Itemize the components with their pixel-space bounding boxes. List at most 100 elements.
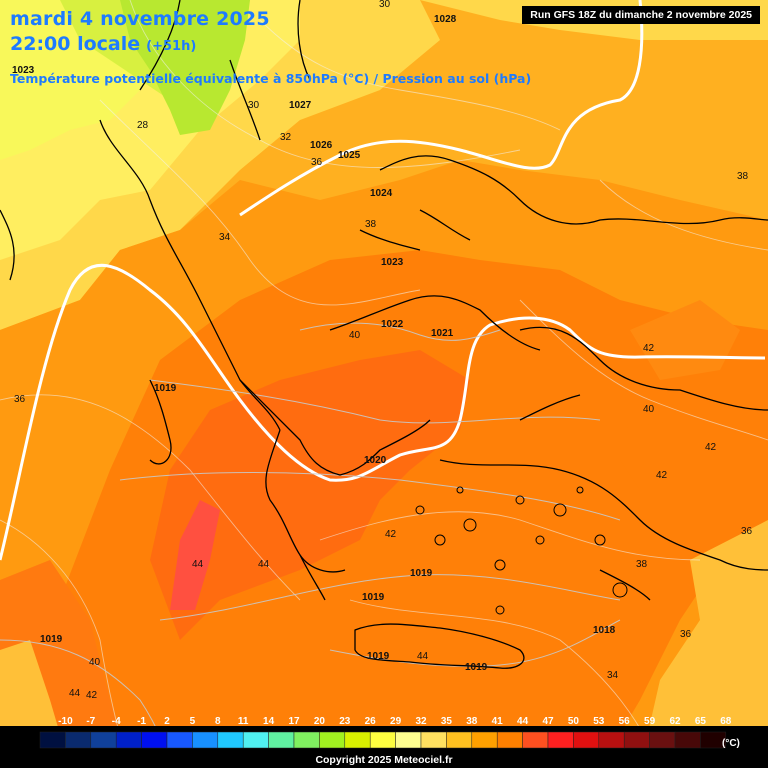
- pressure-label: 1026: [310, 140, 333, 151]
- hot-spot-ionian: [170, 500, 220, 610]
- legend-tick-label: 23: [339, 716, 351, 727]
- legend-tick-label: 50: [568, 716, 580, 727]
- legend-tick-label: 8: [215, 716, 221, 727]
- theta-e-label: 36: [680, 629, 692, 640]
- legend-swatch: [319, 731, 346, 749]
- legend-tick-label: 5: [190, 716, 196, 727]
- legend-tick-label: 47: [542, 716, 554, 727]
- theta-e-label: 36: [741, 526, 753, 537]
- legend-tick-label: -1: [137, 716, 146, 727]
- legend-swatch: [623, 731, 650, 749]
- pressure-label: 1019: [40, 634, 63, 645]
- legend-tick-label: 44: [517, 716, 529, 727]
- legend-swatch: [242, 731, 269, 749]
- pressure-label: 1025: [338, 150, 361, 161]
- islands: [415, 486, 628, 615]
- theta-e-label: 40: [349, 330, 361, 341]
- legend-swatch: [90, 731, 117, 749]
- theta-e-label: 30: [379, 0, 391, 10]
- forecast-lead-time: (+51h): [146, 39, 197, 54]
- legend-tick-label: 26: [365, 716, 377, 727]
- forecast-local-time: 22:00 locale: [10, 33, 141, 55]
- theta-e-label: 34: [219, 232, 231, 243]
- theta-e-label: 30: [248, 100, 260, 111]
- legend-swatch: [547, 731, 574, 749]
- theta-e-label: 42: [705, 442, 717, 453]
- pressure-label: 1023: [381, 257, 404, 268]
- theta-e-label: 36: [311, 157, 323, 168]
- legend-swatch: [115, 731, 142, 749]
- theta-e-label: 36: [14, 394, 26, 405]
- legend-swatch: [522, 731, 549, 749]
- warm-core-region: [150, 350, 470, 640]
- parameter-title: Température potentielle équivalente à 85…: [10, 71, 532, 86]
- theta-e-label: 38: [636, 559, 648, 570]
- theta-e-label: 44: [69, 688, 81, 699]
- theta-e-label: 32: [280, 132, 292, 143]
- pressure-label: 1024: [370, 188, 393, 199]
- isobars-major: [0, 0, 766, 561]
- pressure-label: 1019: [465, 662, 488, 673]
- theta-e-label: 40: [89, 657, 101, 668]
- legend-swatch: [141, 731, 168, 749]
- legend-swatch: [39, 731, 66, 749]
- pressure-label: 1021: [431, 328, 454, 339]
- pressure-label: 1019: [154, 383, 177, 394]
- theta-e-label: 44: [192, 559, 204, 570]
- theta-e-label: 28: [137, 120, 149, 131]
- legend-tick-label: 65: [695, 716, 707, 727]
- legend-swatch: [166, 731, 193, 749]
- legend-swatch: [471, 731, 498, 749]
- theta-e-label: 42: [86, 690, 98, 701]
- legend-tick-label: 41: [492, 716, 504, 727]
- legend-tick-label: -7: [86, 716, 95, 727]
- legend-tick-label: 29: [390, 716, 402, 727]
- turkey-warm-region: [610, 420, 740, 500]
- legend-tick-label: 59: [644, 716, 656, 727]
- model-run-label: Run GFS 18Z du dimanche 2 novembre 2025: [522, 6, 760, 24]
- pressure-label: 1022: [381, 319, 404, 330]
- legend-swatch: [192, 731, 219, 749]
- legend-swatch: [496, 731, 523, 749]
- legend-swatch: [573, 731, 600, 749]
- green-region: [120, 0, 250, 135]
- legend-swatch: [700, 731, 727, 749]
- coastlines: [0, 0, 768, 669]
- legend-labels: -10 -7 -4 -1 2 5 8 11 14 17 20 23 26 29 32 35 38 41 44 47 50…: [58, 716, 732, 727]
- pressure-label: 1028: [434, 14, 457, 25]
- deep-orange-region: [60, 250, 768, 768]
- theta-e-labels: 30 28 30 32 36 34 38 38 36 40 42 40 42 4…: [14, 0, 753, 701]
- legend-tick-label: 2: [164, 716, 170, 727]
- pressure-labels: 1028 1027 1026 1025 1024 1023 1023 1022 …: [12, 14, 616, 673]
- legend-swatch: [395, 731, 422, 749]
- legend-swatch: [268, 731, 295, 749]
- theta-e-label: 38: [365, 219, 377, 230]
- legend-tick-label: -4: [112, 716, 121, 727]
- pressure-label: 1019: [362, 592, 385, 603]
- theta-e-label: 44: [258, 559, 270, 570]
- pressure-label: 1027: [289, 100, 312, 111]
- legend-tick-label: 53: [593, 716, 605, 727]
- legend-tick-label: 56: [619, 716, 631, 727]
- legend-swatch: [293, 731, 320, 749]
- theta-e-label: 42: [643, 343, 655, 354]
- legend-swatch: [649, 731, 676, 749]
- legend-tick-label: 17: [288, 716, 300, 727]
- legend-tick-label: -10: [58, 716, 73, 727]
- pressure-label: 1023: [12, 65, 35, 76]
- legend-swatch: [65, 731, 92, 749]
- east-warm-region: [630, 300, 740, 380]
- legend-tick-label: 14: [263, 716, 275, 727]
- legend-tick-label: 68: [720, 716, 732, 727]
- legend-swatch: [420, 731, 447, 749]
- theta-e-label: 38: [737, 171, 749, 182]
- legend-swatch: [446, 731, 473, 749]
- se-yellow-region: [640, 520, 768, 768]
- forecast-date: mardi 4 novembre 2025: [10, 8, 270, 30]
- legend-color-bar: [39, 731, 727, 749]
- pressure-label: 1018: [593, 625, 616, 636]
- theta-e-label: 40: [643, 404, 655, 415]
